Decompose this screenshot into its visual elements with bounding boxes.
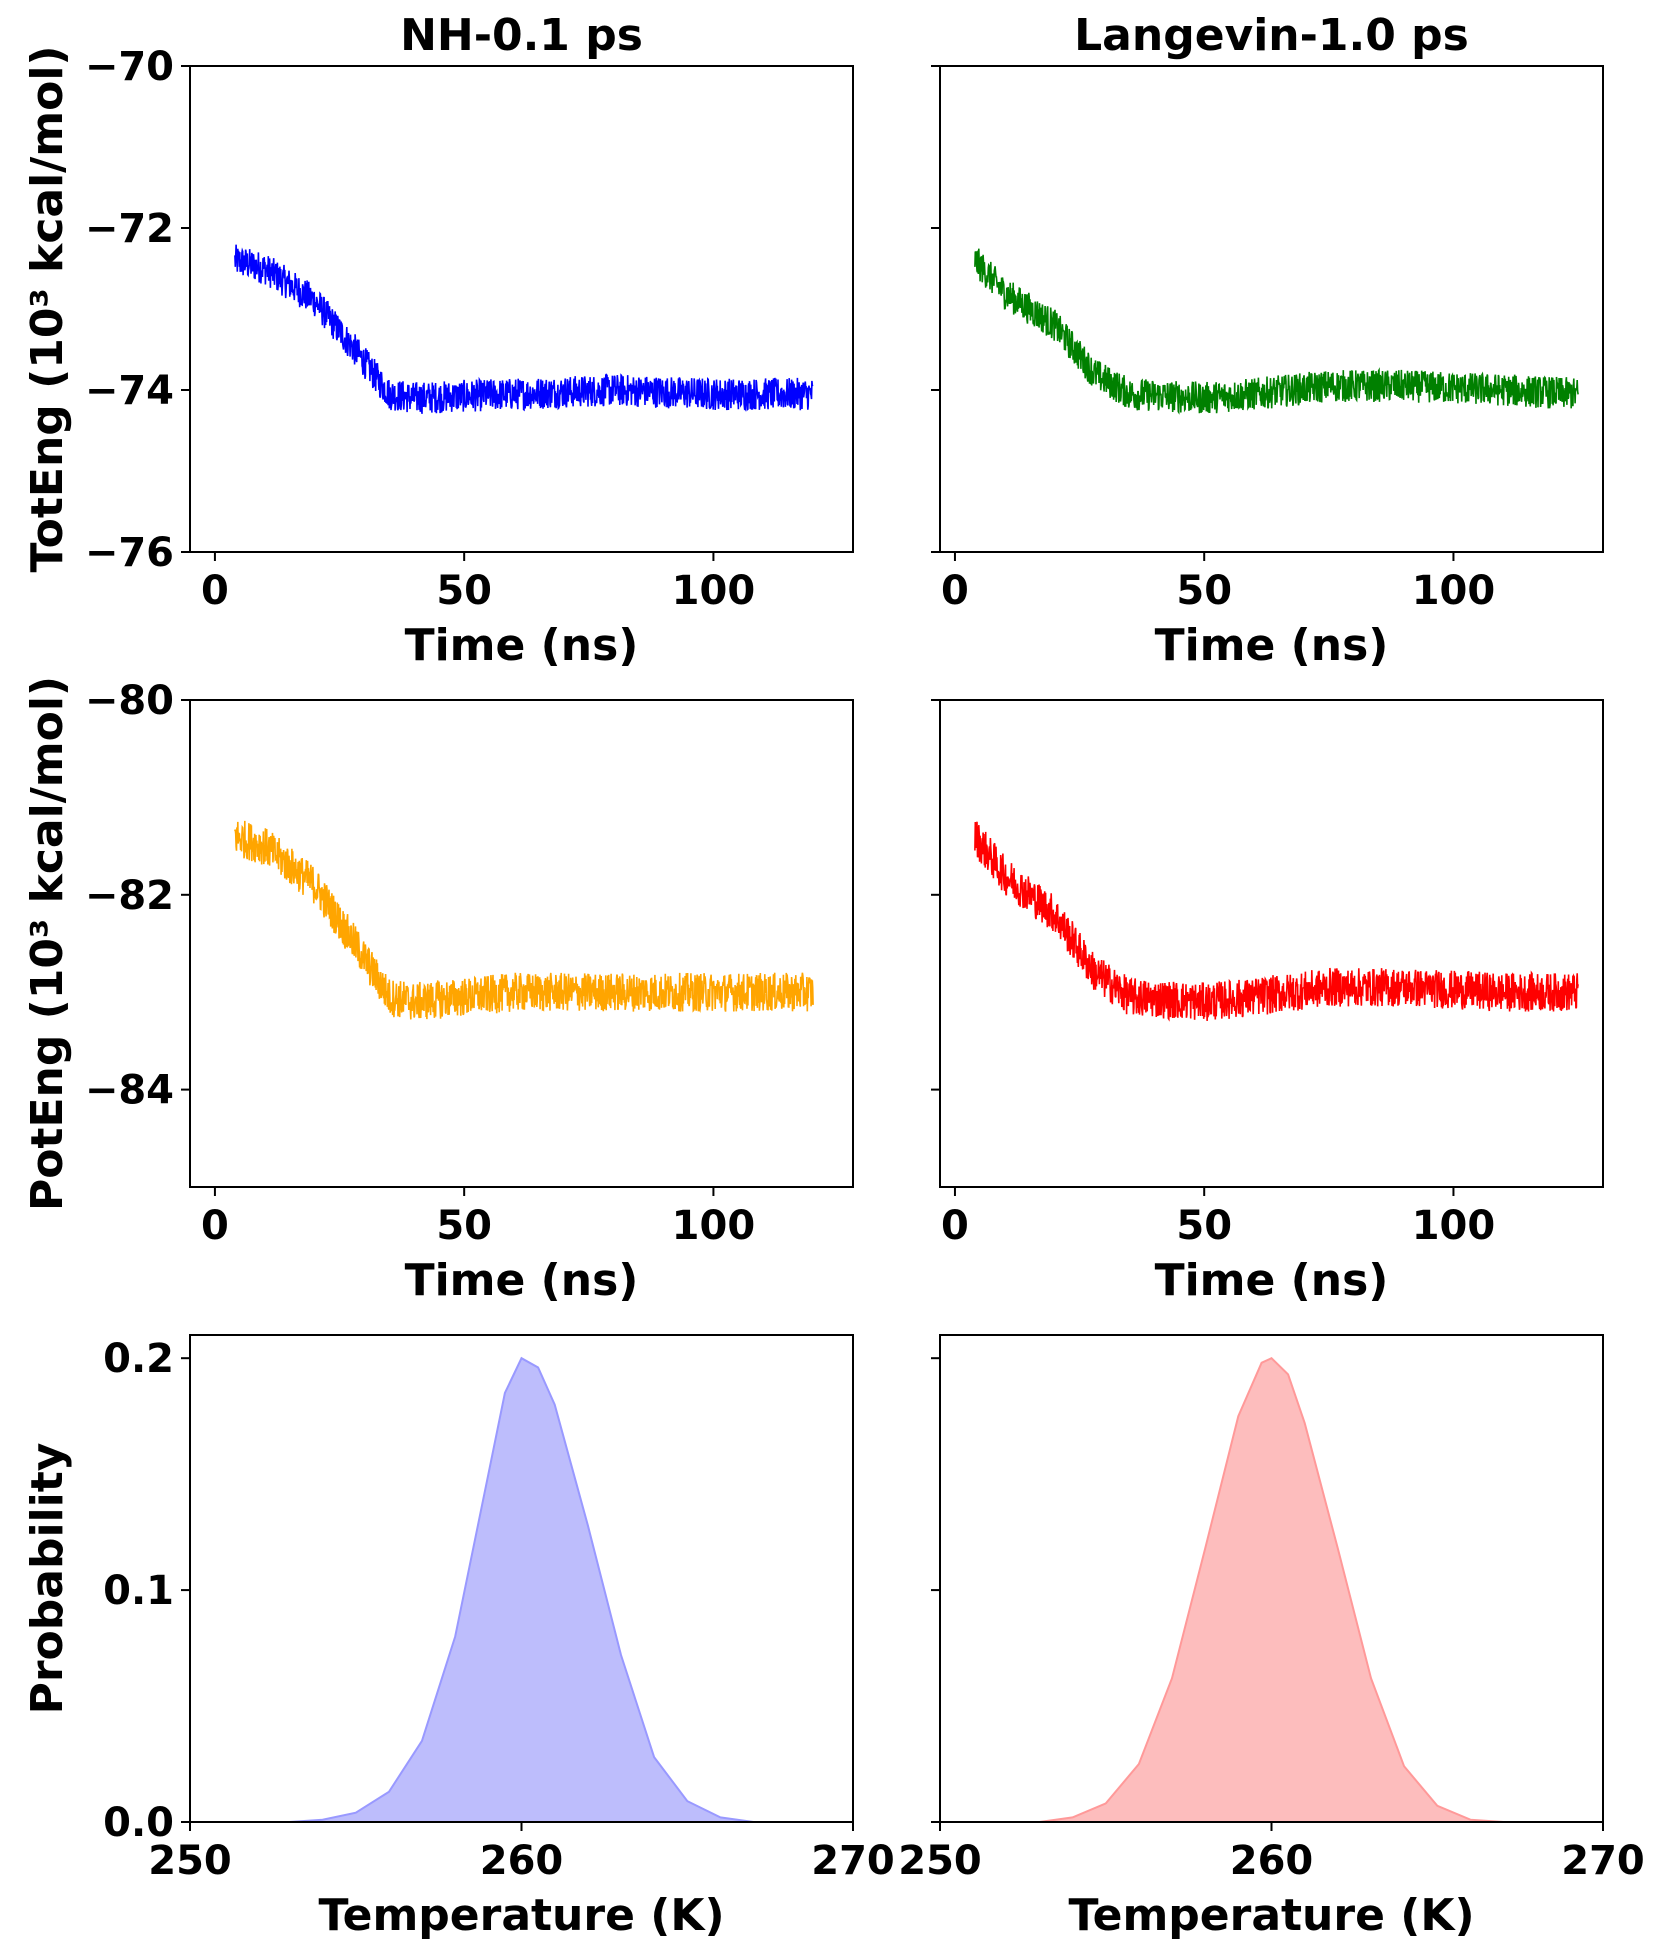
y-axis-label-tl: TotEng (10³ kcal/mol): [22, 45, 73, 572]
panel-tr: 0 50 100 Time (ns) Langevin-1.0 ps: [931, 10, 1604, 671]
x-tick-label-br-1: 260: [1230, 1838, 1314, 1884]
x-tick-label-mr-0: 0: [941, 1203, 969, 1249]
axes-frame-tr: [939, 65, 1604, 553]
x-axis-label-ml: Time (ns): [405, 1255, 639, 1306]
x-tick-label-bl-0: 250: [148, 1838, 232, 1884]
x-tick-label-bl-1: 260: [480, 1838, 564, 1884]
y-tick-label-bl-2: 0.2: [103, 1336, 174, 1382]
panel-ml: 0 50 100 −80 −82 −84 Time (ns) PotEng (10³ kcal…: [22, 676, 854, 1306]
panel-tl: 0 50 100 −70 −72 −74 −76 Time (ns) TotEng (10³ k…: [22, 10, 854, 671]
x-axis-label-tl: Time (ns): [405, 620, 639, 671]
y-tick-label-tl-3: −76: [85, 530, 174, 576]
y-axis-label-ml: PotEng (10³ kcal/mol): [22, 676, 73, 1211]
x-tick-label-tr-0: 0: [941, 568, 969, 614]
x-tick-label-tl-0: 0: [201, 568, 229, 614]
y-tick-label-tl-1: −72: [85, 206, 174, 252]
series-line-tr: [974, 248, 1579, 415]
density-area-bl: [289, 1356, 754, 1823]
axes-frame-tl: [189, 65, 854, 553]
y-tick-label-tl-2: −74: [85, 368, 174, 414]
chart-title-tl: NH-0.1 ps: [400, 10, 643, 61]
series-line-mr: [974, 821, 1579, 1022]
x-tick-label-ml-0: 0: [201, 1203, 229, 1249]
x-axis-label-mr: Time (ns): [1155, 1255, 1389, 1306]
axes-frame-ml: [189, 699, 854, 1188]
x-tick-label-br-2: 270: [1561, 1838, 1645, 1884]
panel-mr: 0 50 100 Time (ns): [931, 699, 1604, 1306]
x-tick-label-bl-2: 270: [811, 1838, 895, 1884]
x-axis-label-br: Temperature (K): [1068, 1890, 1474, 1941]
x-tick-label-ml-1: 50: [436, 1203, 492, 1249]
x-tick-label-br-0: 250: [898, 1838, 982, 1884]
x-tick-label-tl-1: 50: [436, 568, 492, 614]
x-tick-label-mr-1: 50: [1176, 1203, 1232, 1249]
y-tick-label-ml-2: −84: [85, 1068, 174, 1114]
series-line-ml: [234, 820, 814, 1020]
x-tick-label-tl-2: 100: [672, 568, 756, 614]
panel-bl: 250 260 270 0.0 0.1 0.2 Temperature (K) Probabi…: [22, 1334, 895, 1941]
x-tick-label-tr-2: 100: [1412, 568, 1496, 614]
axes-frame-mr: [939, 699, 1604, 1188]
panel-br: 250 260 270 Temperature (K): [898, 1334, 1645, 1941]
y-tick-label-tl-0: −70: [85, 44, 174, 90]
x-tick-label-ml-2: 100: [672, 1203, 756, 1249]
y-tick-label-bl-0: 0.0: [103, 1800, 174, 1846]
series-line-tl: [234, 244, 814, 414]
x-axis-label-bl: Temperature (K): [318, 1890, 724, 1941]
x-tick-label-tr-1: 50: [1176, 568, 1232, 614]
x-tick-label-mr-2: 100: [1412, 1203, 1496, 1249]
density-area-br: [1039, 1357, 1504, 1823]
y-axis-label-bl: Probability: [22, 1443, 73, 1715]
chart-title-tr: Langevin-1.0 ps: [1074, 10, 1469, 61]
y-tick-label-ml-0: −80: [85, 678, 174, 724]
x-axis-label-tr: Time (ns): [1155, 620, 1389, 671]
y-tick-label-ml-1: −82: [85, 873, 174, 919]
y-tick-label-bl-1: 0.1: [103, 1568, 174, 1614]
